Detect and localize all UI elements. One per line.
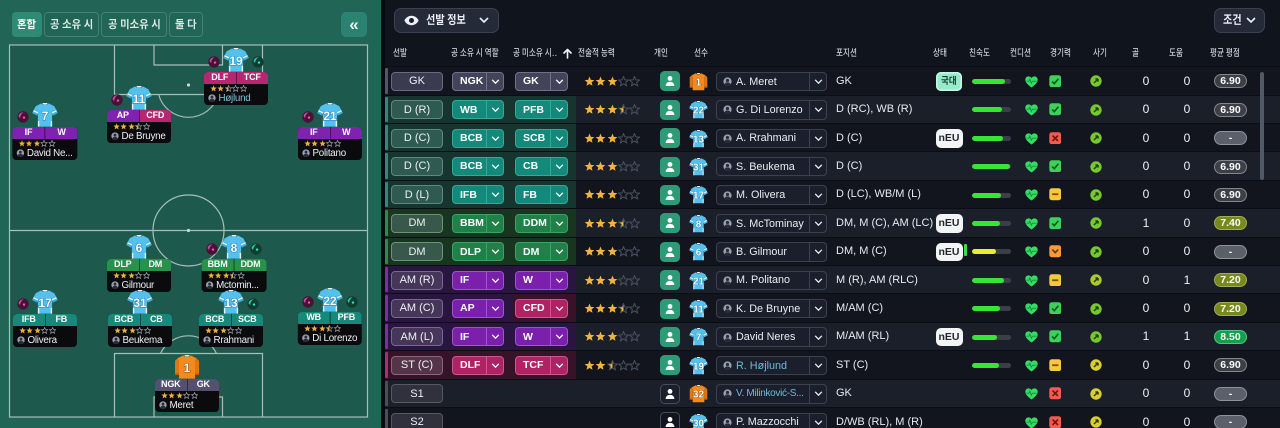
svg-text:21: 21 bbox=[323, 109, 337, 123]
svg-text:22: 22 bbox=[693, 106, 704, 117]
svg-text:8: 8 bbox=[696, 219, 702, 230]
svg-text:22: 22 bbox=[323, 294, 337, 308]
svg-text:11: 11 bbox=[693, 305, 704, 316]
svg-text:17: 17 bbox=[38, 296, 52, 310]
svg-text:17: 17 bbox=[693, 191, 704, 202]
svg-text:31: 31 bbox=[133, 296, 147, 310]
svg-text:32: 32 bbox=[693, 390, 704, 401]
svg-text:1: 1 bbox=[184, 361, 191, 375]
svg-text:19: 19 bbox=[693, 361, 704, 372]
svg-text:19: 19 bbox=[229, 54, 243, 68]
svg-text:8: 8 bbox=[231, 241, 238, 255]
svg-text:13: 13 bbox=[693, 134, 704, 145]
svg-text:7: 7 bbox=[696, 333, 702, 344]
svg-text:6: 6 bbox=[136, 241, 143, 255]
svg-text:21: 21 bbox=[693, 276, 704, 287]
svg-text:1: 1 bbox=[696, 77, 702, 88]
svg-text:11: 11 bbox=[133, 92, 146, 106]
svg-text:6: 6 bbox=[696, 248, 702, 259]
svg-text:7: 7 bbox=[42, 109, 49, 123]
svg-text:13: 13 bbox=[224, 296, 238, 310]
svg-text:30: 30 bbox=[693, 418, 704, 428]
svg-text:31: 31 bbox=[693, 163, 704, 174]
